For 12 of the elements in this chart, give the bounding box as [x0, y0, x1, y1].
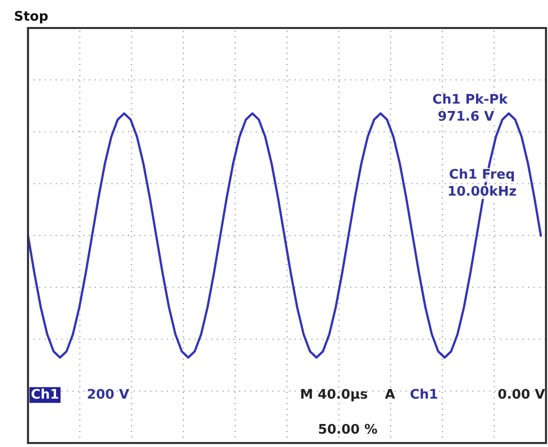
text: Stop — [14, 10, 48, 24]
text: Ch1 — [32, 388, 58, 399]
text: Ch1 — [410, 388, 438, 399]
annotation: 10.00kHz — [448, 186, 516, 196]
text: Ch1 Pk-Pk — [433, 94, 508, 104]
annotation: 971.6 V — [438, 110, 494, 121]
text: 0.00 V — [498, 388, 545, 399]
text: M 40.0µs — [301, 388, 368, 402]
text: 200 V — [88, 388, 130, 399]
annotation: Ch1 Freq — [450, 168, 514, 182]
text: 50.00 % — [319, 424, 378, 434]
text: A — [384, 389, 396, 399]
